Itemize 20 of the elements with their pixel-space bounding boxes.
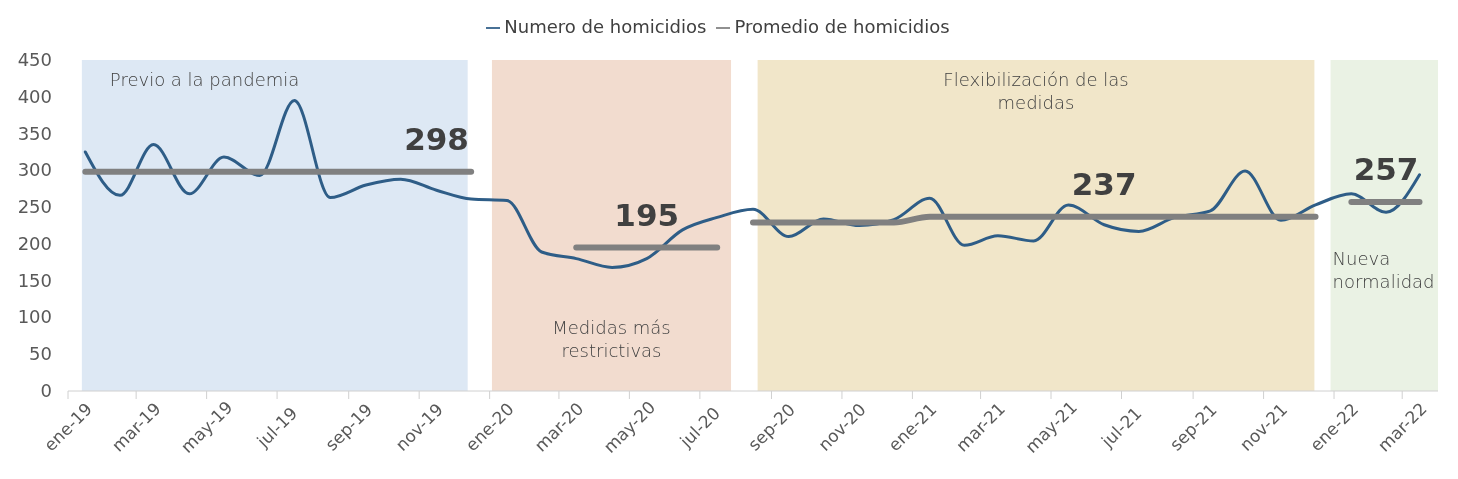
y-tick-label: 100 [17,306,52,328]
data-label: 298 [404,120,469,157]
legend-label: Numero de homicidios [504,16,707,37]
y-tick-label: 200 [17,232,52,254]
data-label: 195 [614,196,680,233]
data-label: 257 [1353,150,1419,187]
band-label: Nueva normalidad [1332,247,1435,292]
y-tick-label: 450 [17,49,52,70]
data-label: 237 [1071,165,1137,202]
y-tick-label: 0 [40,380,52,401]
y-tick-label: 400 [17,85,52,107]
band-label: Medidas más restrictivas [552,317,671,362]
y-tick-label: 250 [17,196,52,218]
legend-label: Promedio de homicidios [734,16,950,37]
y-tick-label: 150 [17,269,52,291]
band-label: Previo a la pandemia [109,68,300,90]
band-label: Flexibilización de las medidas [943,68,1129,113]
y-tick-label: 50 [29,343,52,365]
y-tick-label: 300 [17,159,52,181]
y-tick-label: 350 [17,122,52,144]
